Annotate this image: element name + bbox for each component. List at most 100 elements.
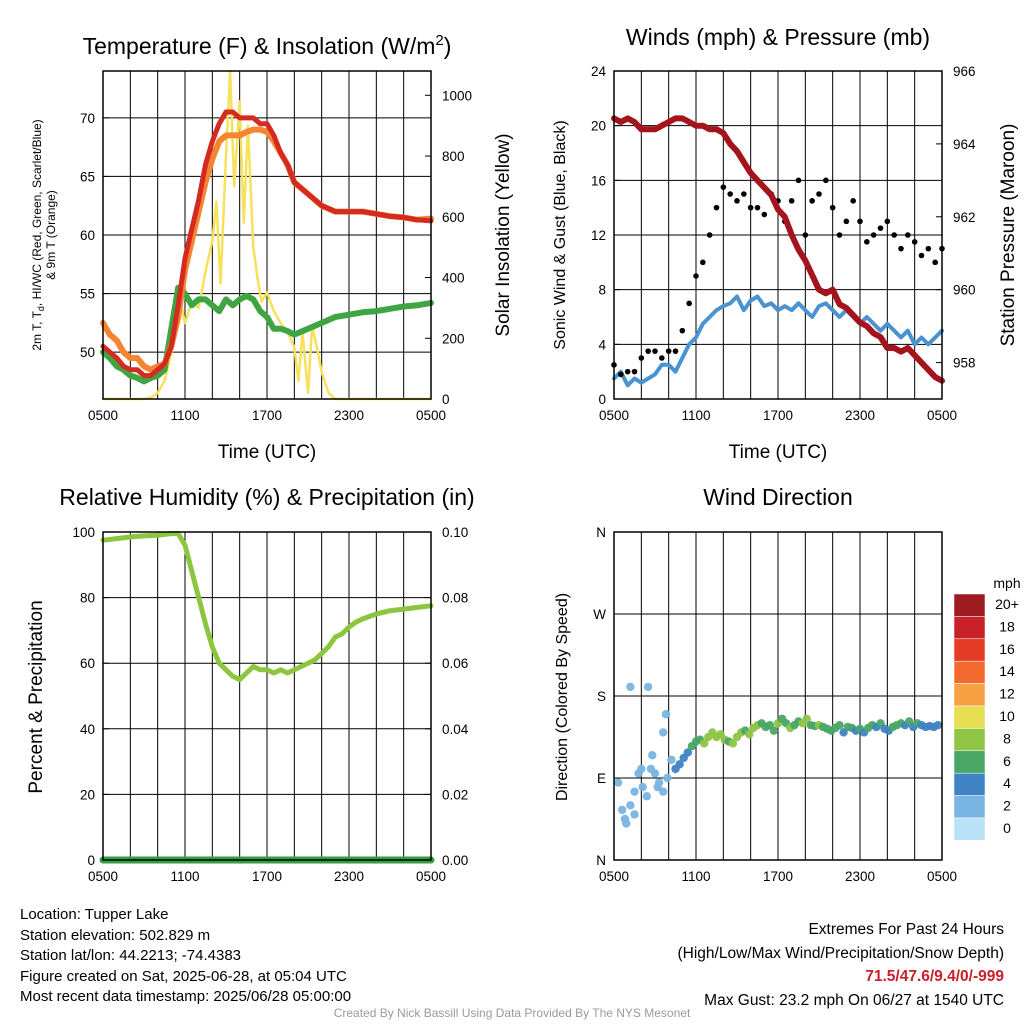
direction-point [700,739,709,748]
temperature-y-tick-label: 65 [80,169,95,184]
station-location: Location: Tupper Lake [20,906,169,923]
direction-point [638,782,647,792]
gust-point [679,327,686,334]
station-info: Location: Tupper Lake Station elevation:… [20,905,351,1008]
humidity-y-tick-label: 60 [80,656,95,671]
gust-point [877,225,884,231]
humidity-y-tick-label: 40 [80,722,95,737]
winds-x-tick-label: 2300 [845,408,875,423]
gust-point [706,232,713,238]
gust-point [802,232,809,238]
humidity-y2-tick-label: 0.10 [442,525,468,540]
humidity-y2-tick-label: 0.06 [442,656,468,671]
sonic-wind-series [612,294,944,388]
gust-point [843,218,850,225]
humidity-y-tick-label: 20 [80,787,95,802]
humidity-title: Relative Humidity (%) & Precipitation (i… [59,484,474,510]
direction-point [745,730,754,739]
direction-y-tick-label: W [593,607,606,622]
temperature-ylabel-line1: 2m T, Td, HI/WC (Red, Green, Scarlet/Blu… [30,119,46,350]
speed-legend-swatch [953,817,986,841]
gust-point [645,348,651,354]
direction-x-tick-label: 0500 [927,869,957,884]
speed-legend-swatch [953,728,986,752]
extremes-title: Extremes For Past 24 Hours [808,921,1004,938]
speed-legend-label: 8 [1003,730,1011,746]
temperature-y2-tick-label: 600 [442,210,465,225]
gust-point [672,348,679,354]
temperature-x-tick-label: 0500 [88,408,118,423]
temperature-x-tick-label: 1100 [170,408,199,423]
gust-point [686,300,692,307]
credit-line: Created By Nick Bassill Using Data Provi… [333,1006,691,1020]
station-pressure-series [611,115,945,384]
gust-point [816,191,822,197]
winds-y2-tick-label: 966 [953,64,976,79]
gust-point [829,204,836,211]
winds-y-tick-label: 20 [591,119,606,134]
winds-y2-tick-label: 958 [953,356,976,371]
temperature-title: Temperature (F) & Insolation (W/m2) [83,32,452,59]
speed-legend-title: mph [993,575,1020,591]
direction-point [769,726,779,735]
gust-point [809,198,815,204]
temperature-y-tick-label: 70 [80,111,95,126]
gust-point [713,204,720,211]
winds-x-tick-label: 1100 [681,408,710,423]
humidity-x-tick-label: 0500 [88,869,118,884]
gust-point [788,198,795,204]
temperature-y-tick-label: 60 [80,228,95,243]
temperature-ylabel-line2: & 9m T (Orange) [44,190,58,280]
direction-point [835,720,844,730]
gust-point [754,204,761,211]
gust-point [918,252,925,259]
temperature-y-tick-label: 50 [80,345,95,360]
speed-legend-label: 18 [999,618,1015,634]
winds-y2-tick-label: 962 [953,210,976,225]
winds-x-tick-label: 1700 [763,408,793,423]
direction-point [933,720,943,730]
temperature-xlabel: Time (UTC) [218,442,317,463]
speed-legend-label: 4 [1003,775,1011,791]
gust-point [850,198,856,204]
gust-point [747,204,754,211]
direction-title: Wind Direction [703,484,853,510]
gust-point [823,177,829,184]
direction-point [667,755,676,764]
gust-point [925,245,932,252]
winds-y-tick-label: 4 [598,337,606,352]
humidity-y2-tick-label: 0.04 [442,722,469,737]
direction-point [618,805,627,815]
winds-y-tick-label: 16 [591,173,606,188]
latest-timestamp: Most recent data timestamp: 2025/06/28 0… [20,988,352,1005]
winds-y-tick-label: 24 [591,64,607,79]
gust-point [638,355,645,361]
gust-point [665,348,672,354]
humidity-y-tick-label: 0 [87,853,95,868]
direction-point [620,814,630,824]
gust-point [836,232,843,238]
speed-legend-swatch [953,705,986,729]
max-gust: Max Gust: 23.2 mph On 06/27 at 1540 UTC [704,991,1004,1009]
temperature-x-tick-label: 0500 [416,408,446,423]
temp-2m-series [100,109,434,379]
gust-point [932,259,938,266]
gust-point [727,191,733,197]
direction-x-tick-label: 1100 [681,869,710,884]
speed-legend-label: 20+ [995,596,1019,612]
temperature-y2-tick-label: 1000 [442,88,472,103]
winds-y2-tick-label: 960 [953,283,976,298]
temperature-x-tick-label: 1700 [252,408,282,423]
gust-point [905,232,911,238]
winds-y-tick-label: 8 [598,283,606,298]
direction-point [637,764,646,774]
dewpoint-series [100,284,434,385]
extremes-subtitle: (High/Low/Max Wind/Precipitation/Snow De… [677,944,1005,962]
winds-x-tick-label: 0500 [599,408,629,423]
temperature-y-tick-label: 55 [80,287,95,302]
direction-point [630,810,639,819]
winds-y-tick-label: 0 [598,392,606,407]
direction-frame [613,531,943,861]
gust-point [652,348,658,354]
temperature-y2-tick-label: 200 [442,331,465,346]
